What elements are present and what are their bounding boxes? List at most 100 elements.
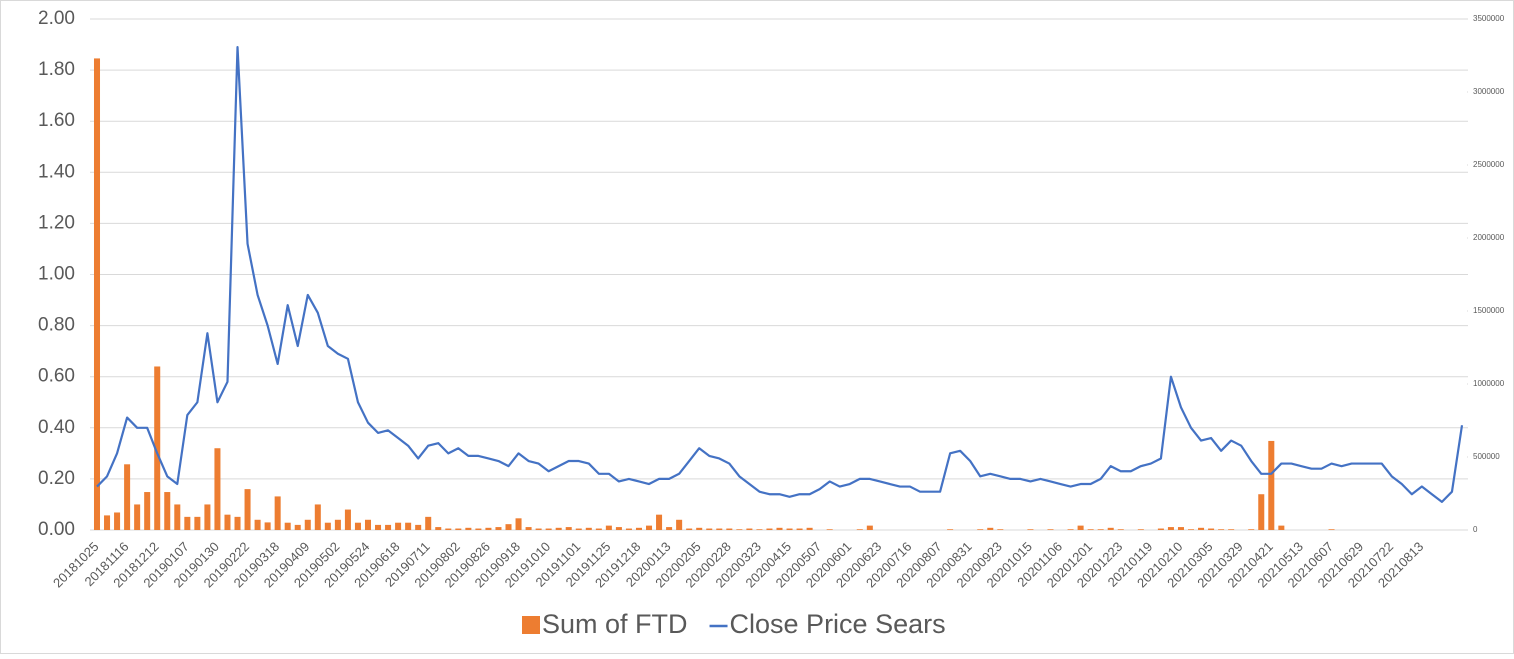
bar xyxy=(405,522,412,530)
bar xyxy=(1027,529,1034,530)
bar xyxy=(746,528,753,530)
bar xyxy=(676,519,683,530)
y-tick-label: 1.60 xyxy=(38,110,75,131)
bar xyxy=(124,464,131,530)
bar xyxy=(997,529,1004,530)
bar xyxy=(234,516,241,530)
bar xyxy=(1167,527,1174,530)
bar xyxy=(194,516,201,530)
bar xyxy=(445,528,452,530)
bar xyxy=(696,527,703,530)
bar xyxy=(625,528,632,530)
bar xyxy=(154,366,161,530)
bar xyxy=(555,527,562,530)
bar xyxy=(204,504,211,530)
bar xyxy=(515,518,522,530)
bar xyxy=(1177,527,1184,530)
bar xyxy=(786,528,793,530)
bar xyxy=(646,525,653,530)
bar xyxy=(1117,529,1124,530)
bar xyxy=(1097,529,1104,530)
bar xyxy=(505,524,512,530)
legend-swatch xyxy=(522,616,540,634)
bar xyxy=(1268,440,1275,530)
y-tick-label: 0.40 xyxy=(38,417,75,438)
bar xyxy=(605,525,612,530)
bar xyxy=(174,504,181,530)
bar xyxy=(585,527,592,530)
bar xyxy=(344,509,351,530)
bar xyxy=(826,529,833,530)
bar xyxy=(1208,528,1215,530)
bar xyxy=(987,527,994,530)
bar xyxy=(1228,529,1235,530)
bar xyxy=(666,527,673,530)
bar xyxy=(104,515,111,530)
bar xyxy=(114,512,121,530)
bar xyxy=(766,528,773,530)
bar xyxy=(184,516,191,530)
y-tick-label: 0.00 xyxy=(38,519,75,540)
bar xyxy=(314,504,321,530)
legend: Sum of FTD Close Price Sears xyxy=(522,609,946,639)
y2-tick-label: 2500000 xyxy=(1473,160,1505,169)
y2-tick-label: 3500000 xyxy=(1473,14,1505,23)
y2-tick-label: 3000000 xyxy=(1473,87,1505,96)
bar xyxy=(1107,527,1114,530)
bar xyxy=(475,528,482,530)
bar xyxy=(324,522,331,530)
y-tick-label: 1.40 xyxy=(38,161,75,182)
bar xyxy=(274,496,281,530)
bar xyxy=(1328,529,1335,530)
line xyxy=(96,46,1464,503)
bar xyxy=(254,519,261,530)
y-tick-label: 1.20 xyxy=(38,212,75,233)
bar xyxy=(1157,528,1164,530)
bar xyxy=(776,527,783,530)
bar xyxy=(435,527,442,530)
bar xyxy=(656,514,663,530)
y-tick-label: 0.60 xyxy=(38,366,75,387)
bar xyxy=(415,524,422,530)
bar xyxy=(455,528,462,530)
bar xyxy=(615,527,622,530)
bar xyxy=(716,528,723,530)
bar xyxy=(726,528,733,530)
bar xyxy=(1198,527,1205,530)
y2-tick-label: 2000000 xyxy=(1473,233,1505,242)
bar xyxy=(635,527,642,530)
bar xyxy=(304,519,311,530)
bar xyxy=(214,448,221,530)
y-tick-label: 1.00 xyxy=(38,264,75,285)
bar xyxy=(1218,529,1225,530)
bar xyxy=(364,519,372,530)
bar xyxy=(425,516,432,530)
y2-tick-label: 1500000 xyxy=(1473,306,1505,315)
bar xyxy=(395,522,402,530)
bar xyxy=(284,522,291,530)
bar xyxy=(947,529,954,530)
bar xyxy=(595,528,602,530)
bar xyxy=(244,489,251,530)
bar xyxy=(294,524,301,530)
y-tick-label: 1.80 xyxy=(38,59,75,80)
y2-tick-label: 0 xyxy=(1473,525,1478,534)
bar xyxy=(224,514,231,530)
y-tick-label: 2.00 xyxy=(38,8,75,29)
legend-label: Sum of FTD xyxy=(542,609,688,639)
bar xyxy=(354,522,361,530)
bar xyxy=(1187,529,1195,530)
bar xyxy=(1278,525,1285,530)
bar xyxy=(93,58,101,531)
bar xyxy=(485,527,492,530)
legend-label: Close Price Sears xyxy=(730,609,946,639)
bar xyxy=(495,527,502,530)
y-tick-label: 0.20 xyxy=(38,468,75,489)
bar xyxy=(375,524,382,530)
bar xyxy=(525,527,532,530)
bar xyxy=(1258,494,1265,530)
bar xyxy=(977,529,984,530)
